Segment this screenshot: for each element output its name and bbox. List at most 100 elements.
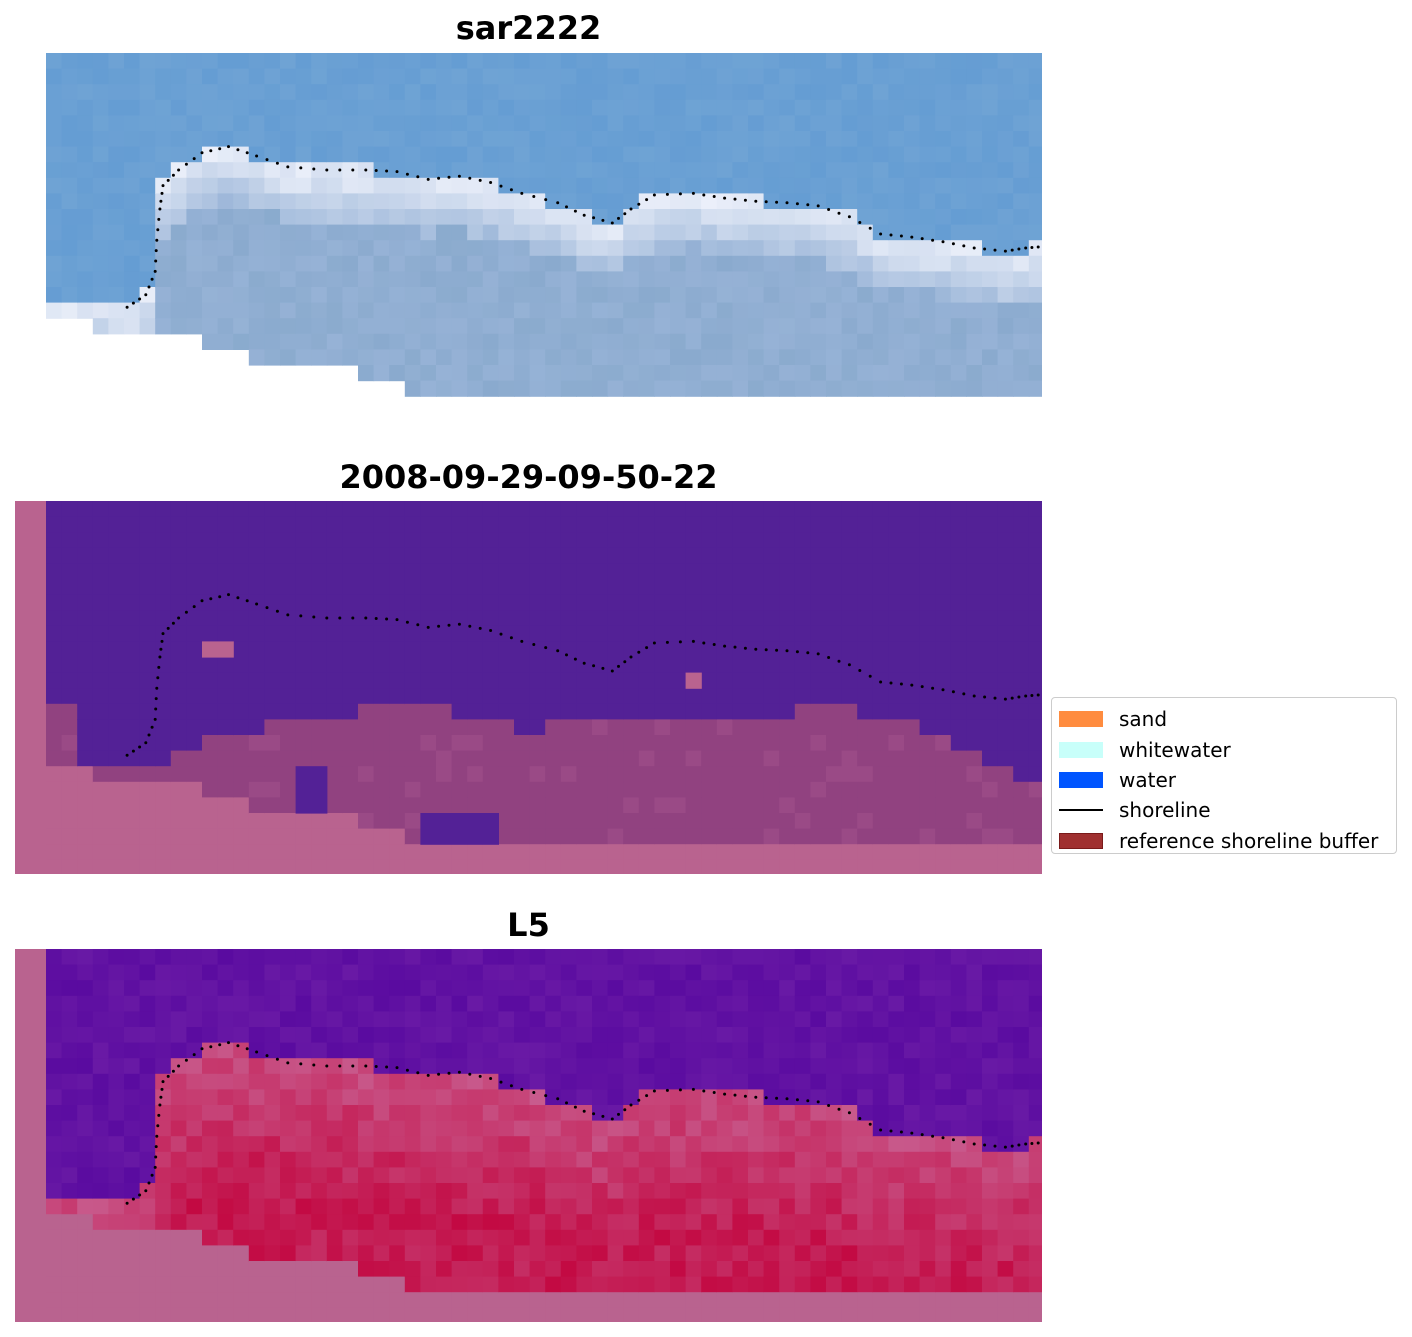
index-pixel xyxy=(763,1073,780,1090)
shoreline-point xyxy=(665,1088,669,1092)
rgb-pixel xyxy=(342,318,359,335)
index-pixel xyxy=(326,1245,343,1262)
index-pixel xyxy=(248,1089,265,1106)
index-pixel xyxy=(170,1292,187,1309)
shoreline-point xyxy=(351,1064,355,1068)
index-pixel xyxy=(872,1058,889,1075)
rgb-pixel xyxy=(576,224,593,241)
rgb-pixel xyxy=(498,99,515,116)
index-pixel xyxy=(498,1105,515,1122)
rgb-pixel xyxy=(451,271,468,288)
index-pixel xyxy=(108,1167,125,1184)
shoreline-point xyxy=(138,1193,142,1197)
rgb-pixel xyxy=(420,287,437,304)
index-pixel xyxy=(92,1105,109,1122)
index-pixel xyxy=(810,995,827,1012)
index-pixel xyxy=(233,1058,250,1075)
shoreline-line-swatch xyxy=(1059,809,1103,812)
rgb-pixel xyxy=(498,318,515,335)
rgb-pixel xyxy=(61,68,78,85)
index-pixel xyxy=(779,1042,796,1059)
rgb-pixel xyxy=(46,271,63,288)
index-pixel xyxy=(732,1214,749,1231)
index-pixel xyxy=(202,1151,219,1168)
index-pixel xyxy=(748,1292,765,1309)
index-pixel xyxy=(342,1167,359,1184)
rgb-pixel xyxy=(280,240,297,257)
rgb-pixel xyxy=(467,302,484,319)
index-pixel xyxy=(982,1120,999,1137)
index-pixel xyxy=(46,1073,63,1090)
index-pixel xyxy=(451,980,468,997)
rgb-pixel xyxy=(295,333,312,350)
index-pixel xyxy=(404,1120,421,1137)
rgb-pixel xyxy=(498,131,515,148)
index-pixel xyxy=(389,1089,406,1106)
rgb-pixel xyxy=(482,271,499,288)
rgb-pixel xyxy=(607,162,624,179)
index-pixel xyxy=(607,1214,624,1231)
index-pixel xyxy=(919,1183,936,1200)
index-pixel xyxy=(389,1229,406,1246)
rgb-pixel xyxy=(373,287,390,304)
rgb-pixel xyxy=(545,115,562,132)
shoreline-point xyxy=(951,1138,955,1142)
index-pixel xyxy=(529,1276,546,1293)
rgb-pixel xyxy=(217,333,234,350)
index-pixel xyxy=(451,1292,468,1309)
index-pixel xyxy=(732,1073,749,1090)
index-pixel xyxy=(311,1276,328,1293)
index-pixel xyxy=(794,1058,811,1075)
rgb-pixel xyxy=(61,302,78,319)
index-pixel xyxy=(872,1089,889,1106)
index-pixel xyxy=(904,1261,921,1278)
index-pixel xyxy=(748,1136,765,1153)
rgb-pixel xyxy=(436,255,453,272)
index-pixel xyxy=(217,964,234,981)
index-pixel xyxy=(529,1042,546,1059)
index-pixel xyxy=(607,1073,624,1090)
index-pixel xyxy=(358,1105,375,1122)
index-pixel xyxy=(592,1058,609,1075)
index-pixel xyxy=(217,995,234,1012)
index-pixel xyxy=(77,1229,94,1246)
rgb-pixel xyxy=(545,146,562,163)
index-pixel xyxy=(560,1229,577,1246)
index-pixel xyxy=(950,1276,967,1293)
index-pixel xyxy=(607,1183,624,1200)
rgb-pixel xyxy=(342,349,359,366)
index-pixel xyxy=(404,1042,421,1059)
rgb-pixel xyxy=(607,333,624,350)
index-pixel xyxy=(108,1027,125,1044)
rgb-pixel xyxy=(529,318,546,335)
rgb-pixel xyxy=(280,271,297,288)
index-pixel xyxy=(982,980,999,997)
index-pixel xyxy=(888,1089,905,1106)
index-pixel xyxy=(841,1027,858,1044)
index-pixel xyxy=(1013,1105,1030,1122)
index-pixel xyxy=(576,949,593,966)
rgb-pixel xyxy=(498,287,515,304)
rgb-pixel xyxy=(560,365,577,382)
rgb-pixel xyxy=(592,53,609,70)
index-pixel xyxy=(779,1292,796,1309)
index-pixel xyxy=(342,949,359,966)
index-pixel xyxy=(904,1136,921,1153)
shoreline-point xyxy=(1010,1144,1014,1148)
rgb-pixel xyxy=(202,131,219,148)
index-pixel xyxy=(982,1058,999,1075)
index-pixel xyxy=(514,1307,531,1322)
rgb-pixel xyxy=(326,271,343,288)
shoreline-point xyxy=(160,1087,164,1091)
index-pixel xyxy=(732,1198,749,1215)
rgb-pixel xyxy=(420,193,437,210)
index-pixel xyxy=(826,1027,843,1044)
index-pixel xyxy=(716,1058,733,1075)
index-pixel xyxy=(358,980,375,997)
rgb-pixel xyxy=(592,255,609,272)
rgb-pixel xyxy=(514,131,531,148)
rgb-pixel xyxy=(576,131,593,148)
index-pixel xyxy=(233,1120,250,1137)
index-pixel xyxy=(701,1245,718,1262)
index-pixel xyxy=(264,1105,281,1122)
